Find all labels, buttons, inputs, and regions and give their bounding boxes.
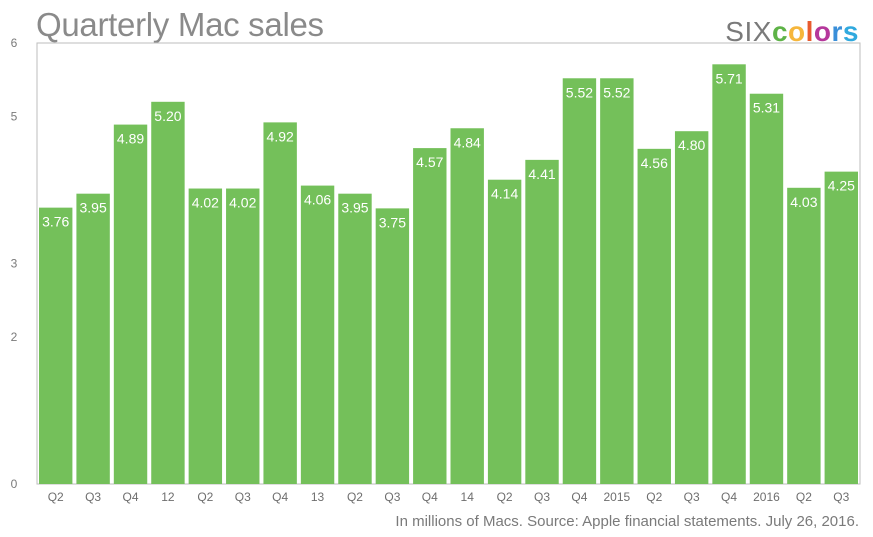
bar: [487, 179, 522, 484]
logo-letter: c: [771, 16, 789, 47]
bar-value-label: 4.02: [192, 195, 219, 211]
bar: [375, 208, 410, 485]
bar: [338, 193, 372, 484]
x-tick-label: Q3: [833, 490, 849, 504]
x-tick-label: 2016: [753, 490, 780, 504]
bar-value-label: 3.95: [79, 200, 106, 216]
logo-letter: o: [788, 16, 806, 47]
bar-value-label: 4.25: [828, 178, 855, 194]
x-tick-label: Q3: [235, 490, 251, 504]
y-tick-label: 6: [11, 36, 18, 50]
y-axis: 0 2 3 5 6: [11, 36, 18, 491]
x-tick-label: Q4: [721, 490, 737, 504]
bar-value-label: 5.71: [715, 70, 742, 86]
y-tick-label: 0: [11, 477, 18, 491]
bar: [824, 171, 858, 485]
bar-value-label: 4.56: [641, 155, 668, 171]
logo-colors: colors: [772, 16, 859, 47]
x-tick-label: Q2: [796, 490, 812, 504]
y-tick-label: 2: [11, 330, 18, 344]
bar-value-label: 3.75: [379, 214, 406, 230]
bar: [263, 122, 297, 484]
bar: [413, 148, 447, 484]
x-tick-label: Q3: [534, 490, 550, 504]
logo-letter: l: [805, 16, 814, 47]
x-tick-label: 13: [311, 490, 325, 504]
x-tick-label: Q3: [684, 490, 700, 504]
x-tick-label: Q2: [48, 490, 64, 504]
bar-value-label: 5.31: [753, 100, 780, 116]
bar-value-label: 4.02: [229, 195, 256, 211]
x-tick-label: 2015: [603, 490, 630, 504]
bar-value-label: 5.52: [566, 84, 593, 100]
chart-title: Quarterly Mac sales: [36, 6, 324, 43]
bar-value-label: 3.76: [42, 214, 69, 230]
bar: [113, 124, 148, 484]
bar: [562, 78, 597, 484]
bar: [188, 188, 223, 484]
y-tick-label: 3: [11, 257, 18, 271]
bar: [600, 78, 634, 484]
bar: [226, 188, 260, 484]
bar: [712, 64, 746, 484]
x-tick-label: Q2: [347, 490, 363, 504]
bar: [525, 159, 559, 484]
x-tick-label: Q2: [646, 490, 662, 504]
bar: [76, 193, 110, 484]
x-tick-label: Q2: [497, 490, 513, 504]
x-tick-label: Q4: [571, 490, 587, 504]
x-tick-label: 14: [461, 490, 475, 504]
bar-value-label: 5.52: [603, 84, 630, 100]
sixcolors-logo: SIXcolors: [725, 16, 859, 48]
bar-value-label: 4.14: [491, 186, 518, 202]
x-axis: Q2 Q3 Q4 12 Q2 Q3 Q4 13 Q2 Q3 Q4 14 Q2 Q3 Q4 2015 Q2 Q3 Q4…: [48, 490, 850, 504]
bar: [787, 187, 821, 485]
bar-labels: 3.76 3.95 4.89 5.20 4.02 4.02 4.92 4.06 3.95 3.75…: [42, 70, 855, 230]
logo-letter: r: [831, 16, 843, 47]
bar-value-label: 4.80: [678, 137, 705, 153]
bar-value-label: 4.06: [304, 192, 331, 208]
bar-value-label: 5.20: [154, 108, 181, 124]
logo-letter: o: [813, 16, 832, 47]
logo-six: SIX: [725, 16, 772, 47]
bar-value-label: 4.89: [117, 131, 144, 147]
bar: [300, 185, 335, 484]
plot-frame: [36, 42, 861, 485]
bar: [637, 148, 671, 484]
x-tick-label: Q4: [123, 490, 139, 504]
bar: [674, 131, 709, 484]
bars: [39, 64, 858, 485]
bar-value-label: 3.95: [341, 200, 368, 216]
x-tick-label: Q2: [197, 490, 213, 504]
bar: [749, 93, 784, 484]
bar: [39, 207, 73, 484]
x-tick-label: Q4: [272, 490, 288, 504]
bar: [450, 128, 484, 484]
bar-value-label: 4.57: [416, 154, 443, 170]
y-tick-label: 5: [11, 110, 18, 124]
x-tick-label: Q3: [85, 490, 101, 504]
x-tick-label: Q3: [384, 490, 400, 504]
bar-value-label: 4.03: [790, 194, 817, 210]
logo-letter: s: [842, 16, 859, 47]
source-note: In millions of Macs. Source: Apple finan…: [395, 513, 859, 530]
bar-value-label: 4.84: [454, 134, 481, 150]
x-tick-label: Q4: [422, 490, 438, 504]
bar: [151, 101, 185, 485]
bar-value-label: 4.92: [267, 128, 294, 144]
bar-value-label: 4.41: [528, 166, 555, 182]
x-tick-label: 12: [161, 490, 175, 504]
